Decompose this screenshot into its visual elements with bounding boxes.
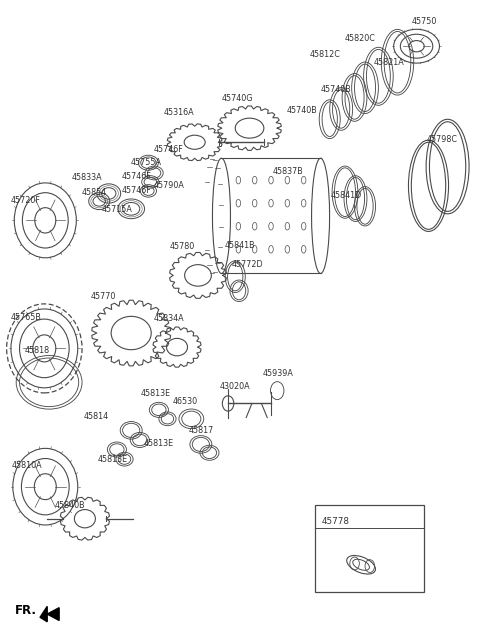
Text: 45813E: 45813E <box>141 389 171 398</box>
Text: 45778: 45778 <box>322 517 350 526</box>
Text: 45812C: 45812C <box>309 50 340 59</box>
Text: 45818: 45818 <box>24 346 49 355</box>
Bar <box>315 505 424 592</box>
Text: 43020A: 43020A <box>220 382 251 391</box>
Polygon shape <box>47 608 59 620</box>
Text: 45740B: 45740B <box>287 106 317 115</box>
Text: 45770: 45770 <box>91 292 117 301</box>
Text: 45740B: 45740B <box>320 86 351 95</box>
Text: 45810A: 45810A <box>12 461 43 470</box>
Text: 45755A: 45755A <box>130 158 161 167</box>
Text: 45740G: 45740G <box>222 93 253 102</box>
Text: 45837B: 45837B <box>273 167 303 176</box>
Text: 45765B: 45765B <box>11 312 42 322</box>
Text: 45820C: 45820C <box>345 34 376 43</box>
Text: 45772D: 45772D <box>231 260 263 269</box>
Text: FR.: FR. <box>15 604 37 617</box>
Text: 45746F: 45746F <box>121 172 151 181</box>
Text: 45834A: 45834A <box>153 314 184 323</box>
Text: 45821A: 45821A <box>373 58 404 67</box>
Text: 45750: 45750 <box>412 17 437 26</box>
Text: 45841D: 45841D <box>331 191 362 200</box>
Text: 46530: 46530 <box>172 397 197 406</box>
Text: 45790A: 45790A <box>153 181 184 190</box>
Text: 45841B: 45841B <box>225 240 255 249</box>
Text: 45817: 45817 <box>189 426 214 435</box>
Text: 45840B: 45840B <box>55 502 85 511</box>
Text: 45939A: 45939A <box>263 369 294 378</box>
Text: 45746F: 45746F <box>153 145 183 154</box>
Text: 45814: 45814 <box>84 412 108 421</box>
Polygon shape <box>40 606 47 622</box>
Text: 45720F: 45720F <box>11 196 41 205</box>
Text: 45854: 45854 <box>82 188 107 197</box>
Text: 45316A: 45316A <box>164 107 194 116</box>
Text: 45780: 45780 <box>169 242 194 251</box>
Text: 45813E: 45813E <box>144 439 174 448</box>
Text: 45833A: 45833A <box>72 173 103 182</box>
Text: 45798C: 45798C <box>427 134 458 143</box>
Text: 45715A: 45715A <box>102 205 132 214</box>
Text: 45813E: 45813E <box>98 455 128 464</box>
Text: 45746F: 45746F <box>121 186 151 195</box>
